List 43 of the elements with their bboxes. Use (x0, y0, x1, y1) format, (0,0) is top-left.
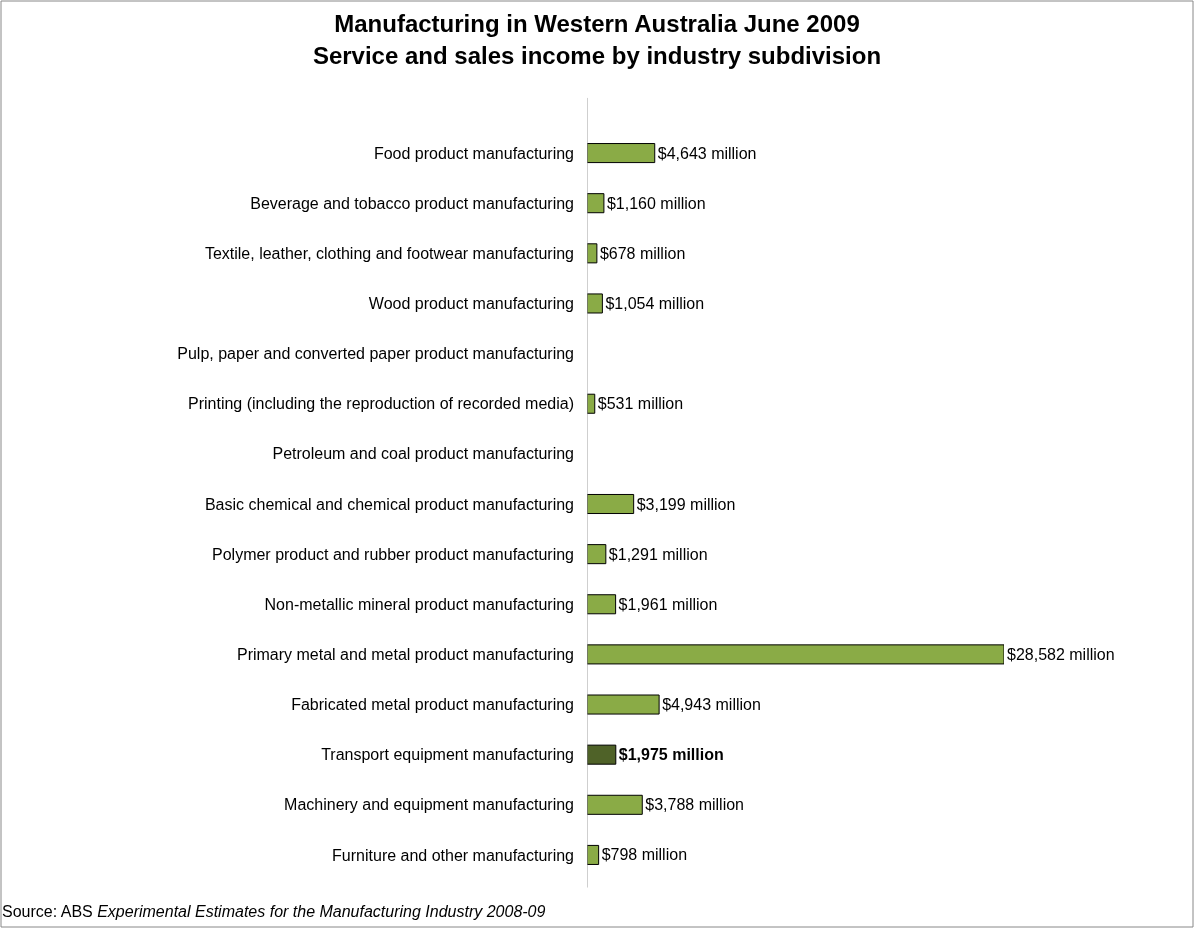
data-label: $4,643 million (657, 144, 757, 162)
bar (587, 694, 660, 715)
y-tick-label: Printing (including the reproduction of recorded media) (188, 395, 574, 413)
y-tick-label: Primary metal and metal product manufacturing (236, 646, 574, 663)
data-label: $798 million (601, 846, 688, 864)
data-label: $1,160 million (606, 194, 706, 212)
y-tick-label: Fabricated metal product manufacturing (291, 696, 574, 714)
text: Experimental Estimates for the Manufacturing Industry 2008-09 (97, 903, 546, 920)
data-label: $4,943 million (662, 696, 761, 714)
chart-title: Manufacturing in Western Australia June 2009 Service and sales income by industry subdivision (312, 10, 882, 69)
y-tick-label: Textile, leather, clothing and footwear manufacturing (204, 244, 574, 262)
y-tick-label: Polymer product and rubber product manufacturing (212, 545, 574, 563)
bar (587, 493, 635, 515)
y-tick-label: Basic chemical and chemical product manufacturing (204, 495, 574, 513)
data-label: $28,582 million (1007, 645, 1115, 663)
y-tick-label: Food product manufacturing (373, 144, 574, 162)
data-label: $531 million (597, 395, 684, 413)
data-label: $1,961 million (618, 595, 718, 613)
y-tick-label: Furniture and other manufacturing (332, 846, 574, 864)
bar (587, 544, 607, 565)
data-label: $1,975 million (618, 746, 724, 764)
source-note: Source: ABS (2, 903, 93, 920)
y-tick-label: Beverage and tobacco product manufacturing (250, 194, 574, 212)
bar (587, 794, 643, 815)
data-label: $1,291 million (608, 545, 708, 563)
data-label: $3,199 million (636, 495, 736, 513)
bar (587, 143, 656, 164)
bar (587, 243, 598, 264)
bar (587, 193, 605, 214)
bar (587, 293, 603, 314)
y-tick-label: Pulp, paper and converted paper product manufacturing (177, 345, 574, 363)
y-tick-label: Petroleum and coal product manufacturing (272, 445, 574, 463)
bar (587, 594, 617, 615)
data-label: $3,788 million (645, 796, 744, 814)
y-tick-label: Transport equipment manufacturing (321, 746, 574, 764)
y-tick-label: Wood product manufacturing (368, 295, 574, 313)
bar (587, 844, 600, 865)
bar (587, 744, 617, 765)
data-label: $1,054 million (605, 294, 705, 312)
data-label: $678 million (599, 244, 686, 262)
y-tick-label: Machinery and equipment manufacturing (284, 796, 574, 814)
y-tick-label: Non-metallic mineral product manufacturing (264, 595, 574, 613)
bar (587, 644, 1004, 665)
